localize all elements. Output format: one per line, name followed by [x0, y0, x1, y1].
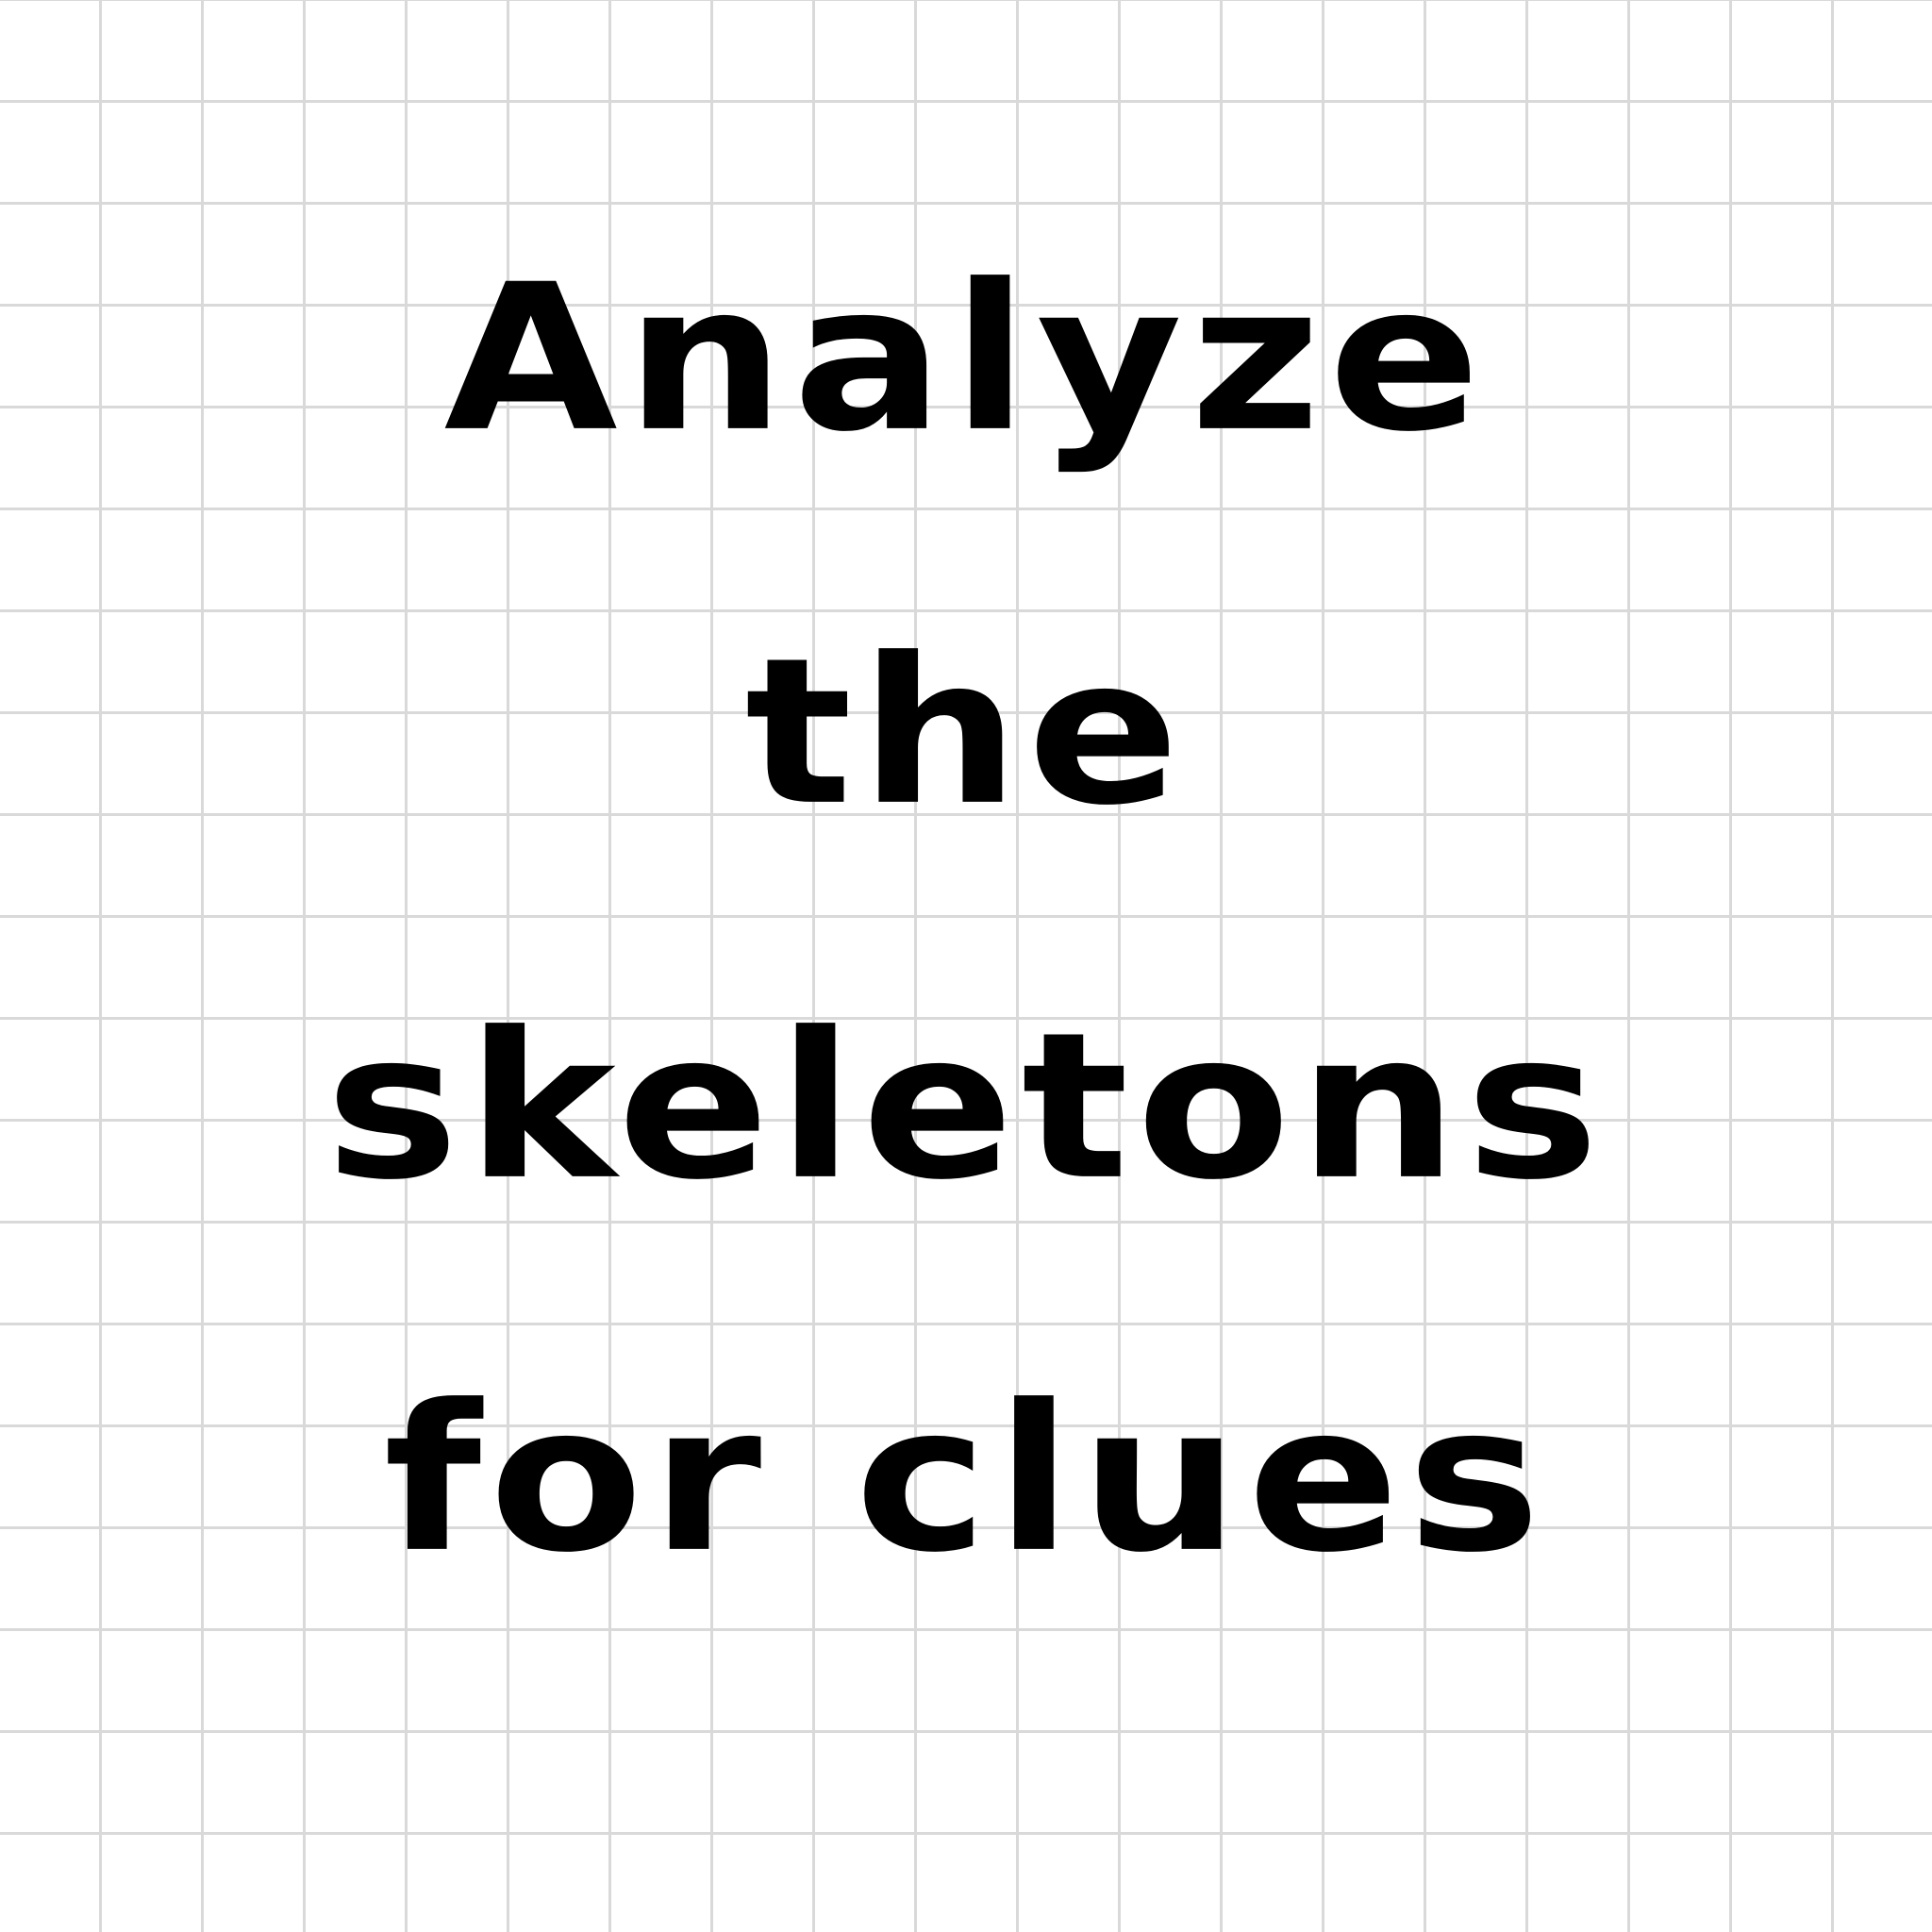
- headline-line-2: the: [744, 614, 1188, 851]
- headline-line-1: Analyze: [443, 241, 1489, 477]
- headline-line-4: for clues: [383, 1361, 1549, 1598]
- headline-line-3: skeletons: [325, 989, 1607, 1225]
